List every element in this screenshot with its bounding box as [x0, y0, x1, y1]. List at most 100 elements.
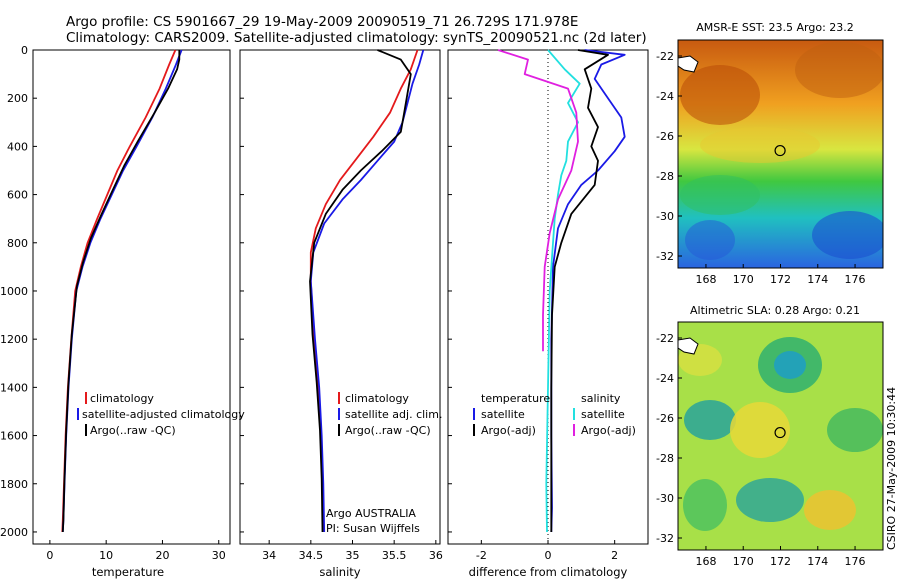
legend-header-salinity: salinity	[581, 392, 621, 405]
difference-y-ticks	[448, 49, 452, 533]
lat-tick-label: -22	[656, 50, 674, 63]
lat-tick-label: -26	[656, 412, 674, 425]
depth-tick-label: 0	[21, 44, 28, 57]
salinity-y-ticks	[240, 49, 244, 533]
legend-label-satellite: satellite-adjusted climatology	[82, 408, 245, 421]
sla-heatmap	[678, 322, 883, 550]
temperature-axes-frame	[32, 49, 231, 545]
header-line2: Climatology: CARS2009. Satellite-adjuste…	[66, 30, 647, 46]
lon-tick-label: 174	[807, 273, 828, 286]
legend-header-temperature: temperature	[481, 392, 550, 405]
salinity-lines	[309, 49, 425, 533]
lon-tick-label: 170	[733, 555, 754, 568]
lat-tick-label: -26	[656, 130, 674, 143]
sla-lat-ticks: -22 -24 -26 -28 -30 -32	[656, 332, 682, 545]
series-line-argo-raw-qc	[309, 49, 412, 533]
legend-label-sal-satellite: satellite	[581, 408, 625, 421]
lat-tick-label: -24	[656, 90, 674, 103]
float-pi-label: PI: Susan Wijffels	[326, 522, 420, 535]
sst-warm-patch	[795, 42, 883, 98]
sla-high-patch	[804, 490, 856, 530]
series-line-salinity-argo-adj	[497, 49, 579, 352]
x-tick-label: 0	[46, 549, 53, 562]
depth-tick-label: 600	[7, 189, 28, 202]
x-tick-label: 0	[545, 549, 552, 562]
sst-cold-patch	[685, 220, 735, 260]
difference-x-ticks: -2 0 2	[476, 540, 618, 562]
footer-credit: CSIRO 27-May-2009 10:30:44	[885, 387, 898, 550]
legend-label-climatology: climatology	[90, 392, 154, 405]
series-line-climatology	[309, 49, 419, 533]
lat-tick-label: -30	[656, 492, 674, 505]
lon-tick-label: 172	[770, 555, 791, 568]
sst-lat-ticks: -22 -24 -26 -28 -30 -32	[656, 50, 682, 263]
temperature-lines	[61, 49, 183, 533]
difference-legend: temperature satellite Argo(-adj) salinit…	[473, 392, 636, 437]
depth-y-ticks: 0 200 400 600 800 1000 1200 1400 1600 1800 2000	[0, 44, 37, 539]
sst-map-panel: AMSR-E SST: 23.5 Argo: 23.2 168 170 172 174…	[656, 21, 884, 286]
lon-tick-label: 170	[733, 273, 754, 286]
salinity-x-ticks: 34 34.5 35 35.5 36	[262, 540, 443, 562]
sst-mid-patch	[700, 127, 820, 163]
depth-tick-label: 1800	[0, 478, 28, 491]
depth-tick-label: 2000	[0, 526, 28, 539]
header-line1: Argo profile: CS 5901667_29 19-May-2009 …	[66, 14, 578, 30]
legend-label-satellite: satellite adj. clim.	[345, 408, 442, 421]
lat-tick-label: -32	[656, 250, 674, 263]
series-line-temperature-satellite	[550, 49, 626, 533]
salinity-legend: climatology satellite adj. clim. Argo(..…	[338, 392, 442, 437]
sla-argo-location-marker	[774, 426, 786, 439]
salinity-axes-frame	[239, 49, 441, 545]
sla-map-panel: Altimetric SLA: 0.28 Argo: 0.21 168 170 17…	[656, 304, 884, 568]
depth-tick-label: 1200	[0, 333, 28, 346]
temperature-xlabel: temperature	[92, 565, 164, 579]
series-line-satellite-adjusted-climatology	[61, 49, 183, 533]
legend-label-argo: Argo(..raw -QC)	[345, 424, 431, 437]
lon-tick-label: 176	[845, 555, 866, 568]
sst-warm-patch	[680, 65, 760, 125]
x-tick-label: 34.5	[299, 549, 324, 562]
series-line-salinity-satellite	[545, 49, 581, 533]
salinity-xlabel: salinity	[319, 565, 360, 579]
depth-tick-label: 800	[7, 237, 28, 250]
sst-cold-patch	[812, 211, 883, 259]
lat-tick-label: -22	[656, 332, 674, 345]
legend-label-climatology: climatology	[345, 392, 409, 405]
lat-tick-label: -32	[656, 532, 674, 545]
temperature-legend: climatology satellite-adjusted climatolo…	[77, 392, 245, 437]
lon-tick-label: 168	[695, 273, 716, 286]
x-tick-label: -2	[476, 549, 487, 562]
temperature-panel: 0 10 20 30 0 200 400 600 800 1000 1200 1400 1600 180…	[0, 44, 245, 579]
sst-lon-ticks: 168 170 172 174 176	[695, 264, 866, 286]
lon-tick-label: 174	[807, 555, 828, 568]
series-line-argo-raw-qc	[61, 50, 181, 533]
x-tick-label: 36	[429, 549, 443, 562]
sla-low-patch	[736, 478, 804, 522]
depth-tick-label: 200	[7, 92, 28, 105]
x-tick-label: 20	[155, 549, 169, 562]
sla-low-patch	[683, 479, 727, 531]
legend-label-temp-argo: Argo(-adj)	[481, 424, 536, 437]
lat-tick-label: -24	[656, 372, 674, 385]
lon-tick-label: 172	[770, 273, 791, 286]
sla-low-core	[774, 351, 806, 379]
sla-lon-ticks: 168 170 172 174 176	[695, 546, 866, 568]
depth-tick-label: 400	[7, 140, 28, 153]
sst-cool-patch	[680, 175, 760, 215]
x-tick-label: 2	[611, 549, 618, 562]
temperature-x-ticks: 0 10 20 30	[46, 540, 226, 562]
lat-tick-label: -28	[656, 170, 674, 183]
x-tick-label: 10	[99, 549, 113, 562]
series-line-satellite-adj-clim	[309, 49, 425, 533]
sst-map-title: AMSR-E SST: 23.5 Argo: 23.2	[696, 21, 854, 34]
x-tick-label: 34	[262, 549, 276, 562]
series-line-temperature-argo-adj	[550, 49, 609, 532]
difference-xlabel: difference from climatology	[469, 565, 628, 579]
lat-tick-label: -30	[656, 210, 674, 223]
sla-map-title: Altimetric SLA: 0.28 Argo: 0.21	[690, 304, 860, 317]
depth-tick-label: 1400	[0, 381, 28, 394]
difference-panel: -2 0 2 difference from climatology tempera…	[447, 49, 649, 579]
sst-argo-location-marker	[774, 144, 786, 157]
x-tick-label: 35.5	[382, 549, 407, 562]
depth-tick-label: 1600	[0, 430, 28, 443]
